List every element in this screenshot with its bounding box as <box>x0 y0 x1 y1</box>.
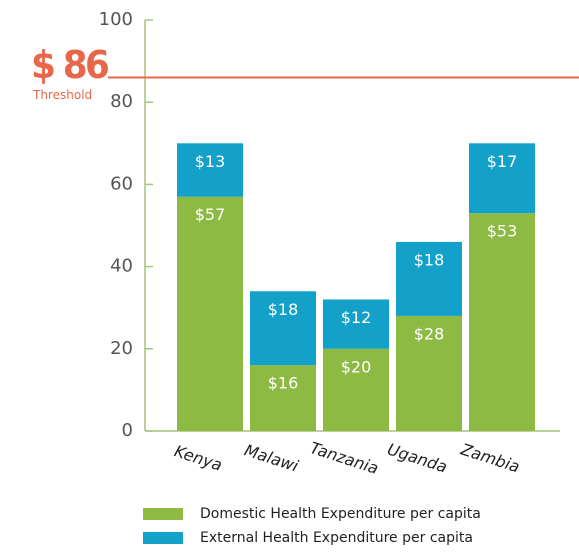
data-label: $28 <box>414 324 445 343</box>
x-tick-label: Kenya <box>172 441 225 474</box>
legend-label: Domestic Health Expenditure per capita <box>200 506 481 522</box>
legend-label: External Health Expenditure per capita <box>200 530 473 546</box>
bar-segment <box>250 365 316 431</box>
y-tick-label: 100 <box>99 9 133 30</box>
bar-segment <box>177 196 243 431</box>
y-tick-label: 40 <box>110 256 133 277</box>
data-label: $18 <box>268 300 299 319</box>
y-tick-label: 60 <box>110 173 133 194</box>
bar-segment <box>469 143 535 214</box>
legend-swatch <box>143 508 183 520</box>
bar-segment <box>396 315 462 431</box>
y-tick-label: 20 <box>110 338 133 359</box>
data-label: $17 <box>487 152 518 171</box>
bar-segment <box>323 299 389 349</box>
data-label: $12 <box>341 308 372 327</box>
bar-segment <box>323 348 389 431</box>
data-label: $53 <box>487 222 518 241</box>
data-label: $16 <box>268 374 299 393</box>
x-tick-label: Malawi <box>242 440 301 475</box>
legend-swatch <box>143 532 183 544</box>
x-tick-label: Zambia <box>458 439 523 476</box>
data-label: $13 <box>195 152 226 171</box>
y-tick-label: 80 <box>110 91 133 112</box>
data-label: $18 <box>414 250 445 269</box>
x-tick-label: Tanzania <box>308 438 381 478</box>
threshold-text: Threshold <box>32 88 92 102</box>
bar-segment <box>177 143 243 197</box>
x-tick-label: Uganda <box>385 439 450 476</box>
y-tick-label: 0 <box>122 420 133 441</box>
data-label: $20 <box>341 357 372 376</box>
bar-segment <box>396 241 462 316</box>
data-label: $57 <box>195 205 226 224</box>
bar-segment <box>250 291 316 366</box>
threshold-value: $ 86 <box>31 43 108 87</box>
bar-segment <box>469 213 535 431</box>
